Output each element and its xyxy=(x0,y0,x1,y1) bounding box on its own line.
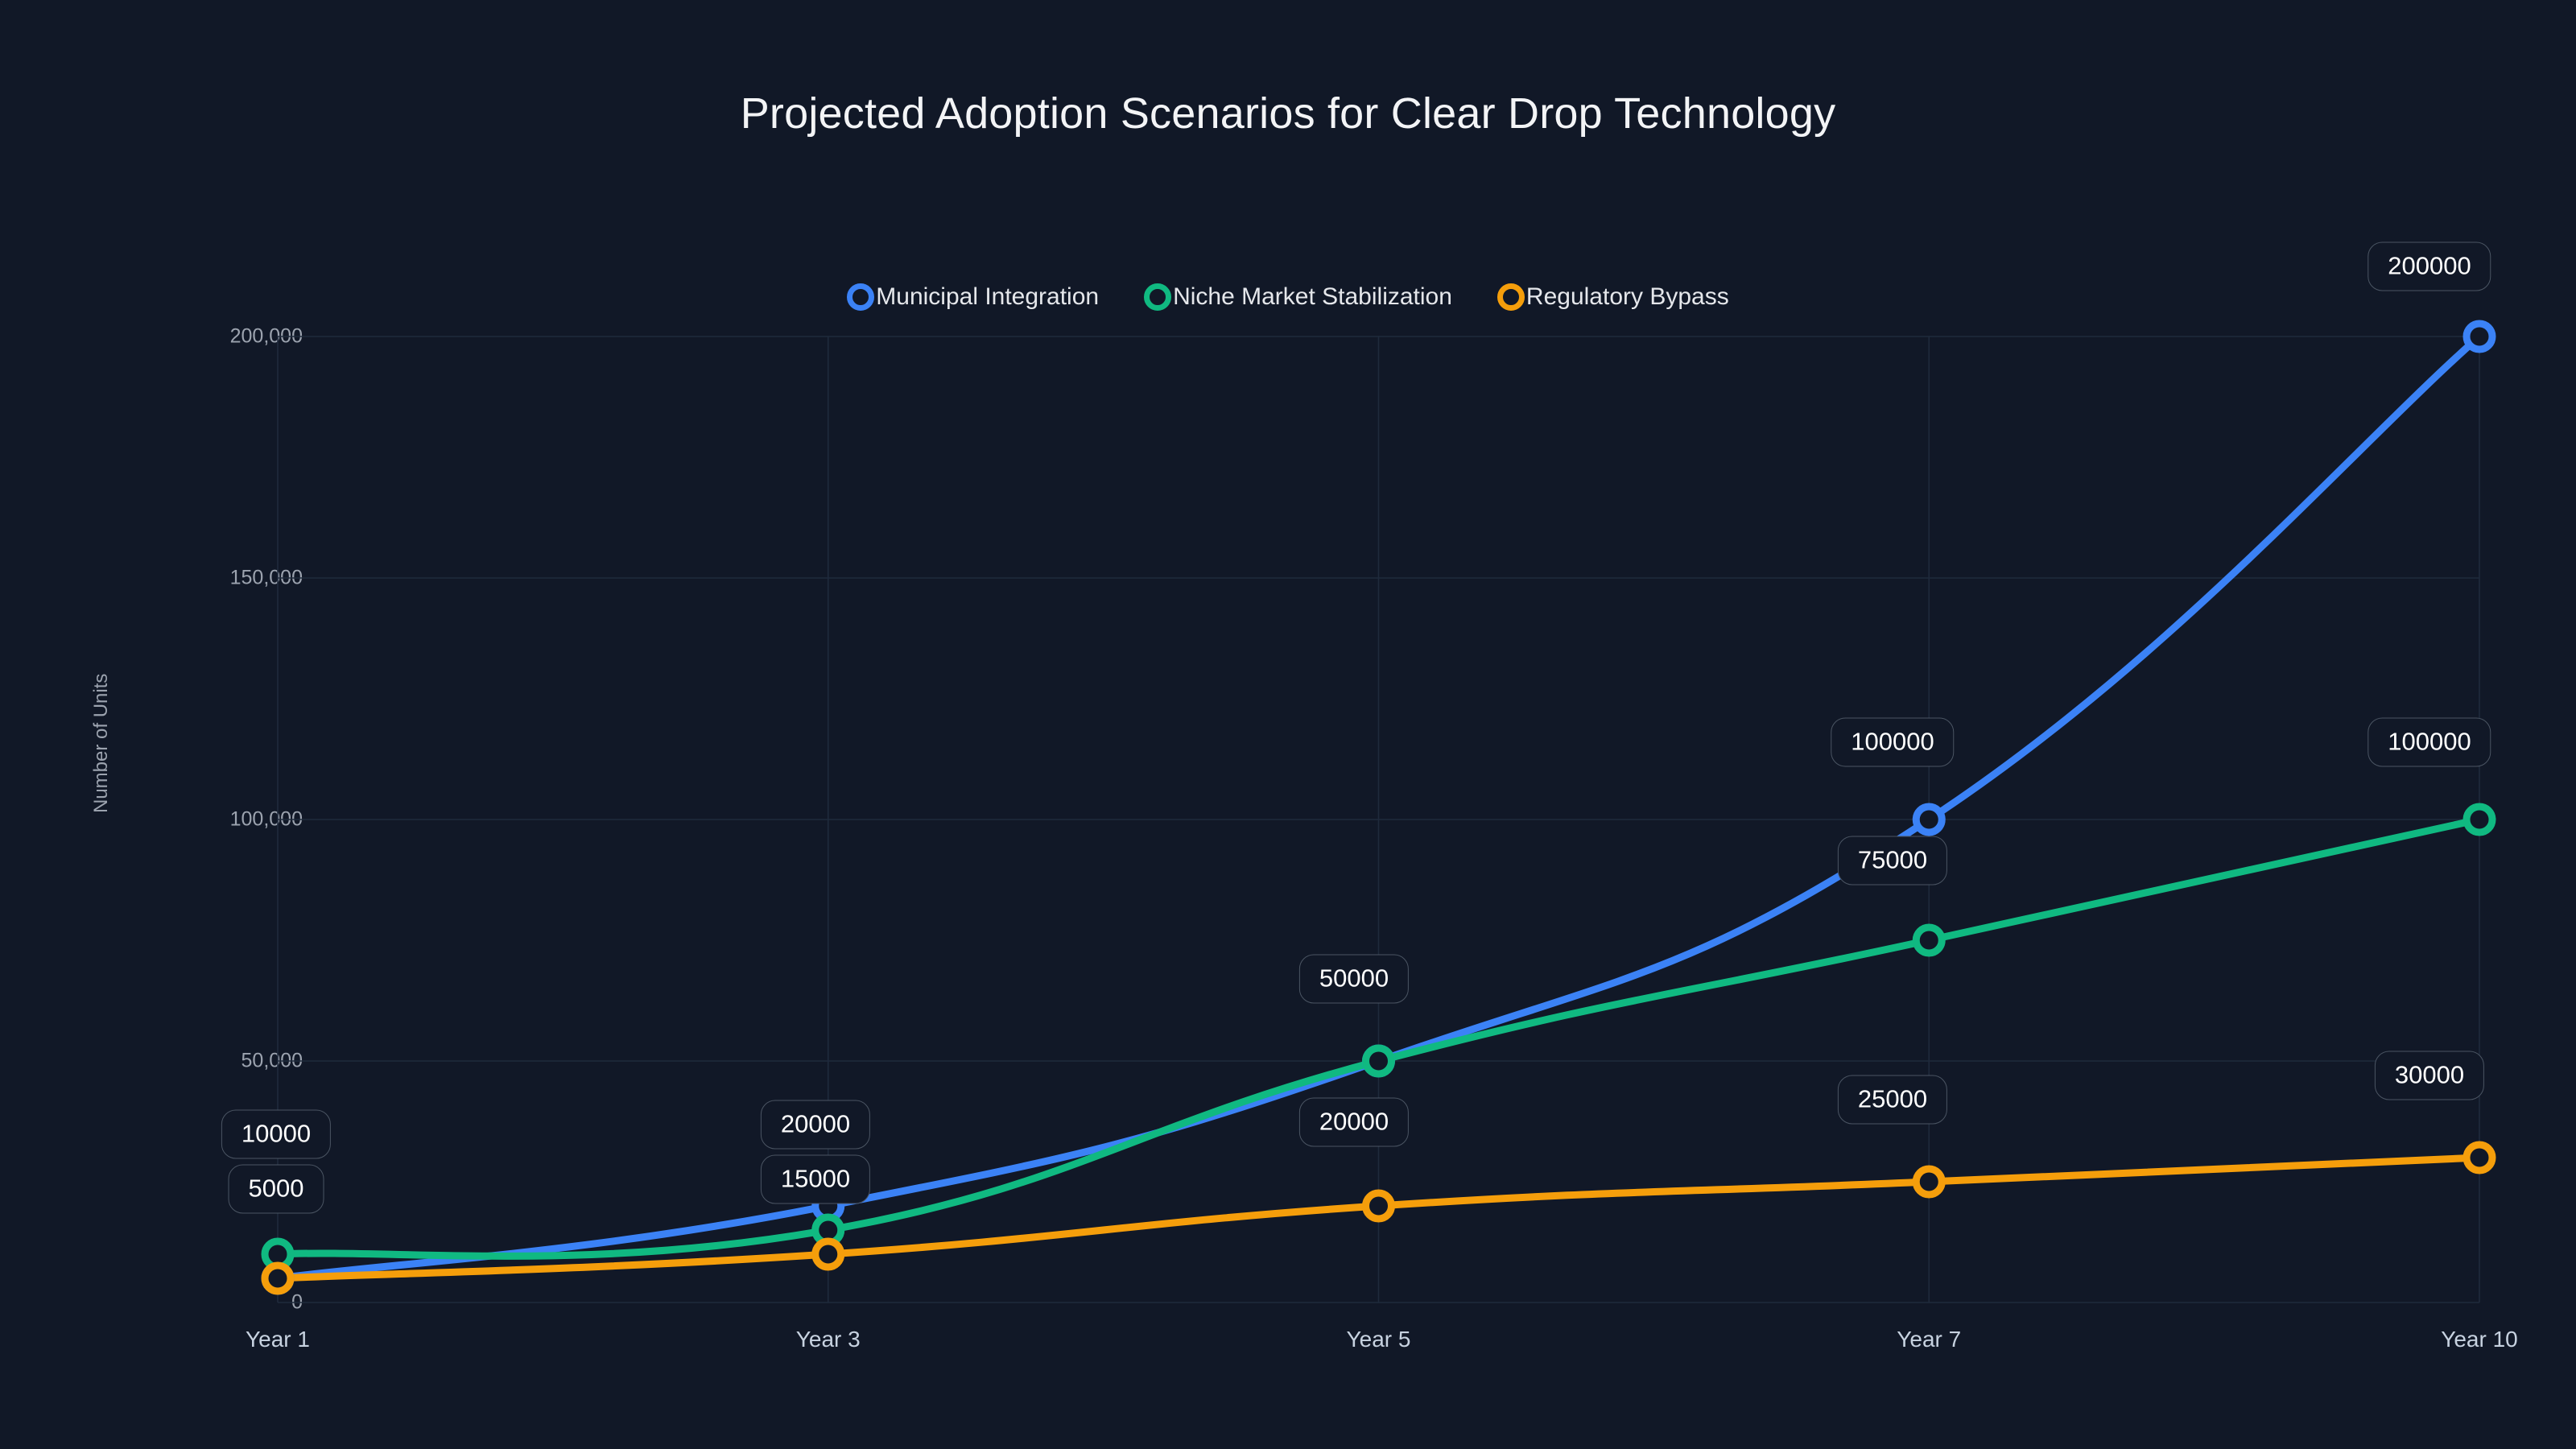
chart-series-layer xyxy=(278,336,2479,1302)
data-point-marker[interactable] xyxy=(265,1265,291,1291)
legend-item-label: Municipal Integration xyxy=(876,283,1100,310)
data-point-value-label: 200000 xyxy=(2368,242,2491,291)
data-point-value-label: 20000 xyxy=(1298,1097,1410,1147)
x-axis-tick-label: Year 1 xyxy=(246,1327,310,1352)
legend-marker-icon xyxy=(1496,283,1525,311)
data-point-marker[interactable] xyxy=(815,1241,841,1267)
data-point-value-label: 100000 xyxy=(2368,717,2491,767)
data-point-marker[interactable] xyxy=(1916,1169,1942,1195)
data-point-marker[interactable] xyxy=(1916,927,1942,953)
data-point-marker[interactable] xyxy=(1916,807,1942,832)
data-point-marker[interactable] xyxy=(2467,807,2492,832)
data-point-value-label: 10000 xyxy=(221,1109,332,1159)
legend-item-1[interactable]: Niche Market Stabilization xyxy=(1144,283,1452,311)
data-point-value-label: 75000 xyxy=(1837,836,1948,886)
data-point-value-label: 100000 xyxy=(1831,717,1955,767)
legend-item-label: Niche Market Stabilization xyxy=(1173,283,1452,310)
x-axis-tick-label: Year 10 xyxy=(2441,1327,2518,1352)
data-point-marker[interactable] xyxy=(1366,1048,1392,1074)
legend-marker-icon xyxy=(1144,283,1172,311)
y-axis-title: Number of Units xyxy=(90,673,112,813)
data-point-value-label: 5000 xyxy=(228,1164,324,1214)
chart-title: Projected Adoption Scenarios for Clear D… xyxy=(740,89,1836,138)
legend-item-label: Regulatory Bypass xyxy=(1525,283,1729,310)
data-point-value-label: 25000 xyxy=(1837,1075,1948,1125)
legend-item-2[interactable]: Regulatory Bypass xyxy=(1496,283,1729,311)
data-point-marker[interactable] xyxy=(1366,1193,1392,1219)
legend-item-0[interactable]: Municipal Integration xyxy=(847,283,1099,311)
data-point-value-label: 20000 xyxy=(760,1100,871,1150)
data-point-marker[interactable] xyxy=(2467,1145,2492,1170)
data-point-value-label: 15000 xyxy=(760,1154,871,1204)
data-point-value-label: 30000 xyxy=(2374,1051,2485,1100)
x-axis-tick-label: Year 5 xyxy=(1346,1327,1411,1352)
legend-marker-icon xyxy=(847,283,875,311)
chart-legend: Municipal Integration Niche Market Stabil… xyxy=(0,283,2576,311)
x-axis-tick-label: Year 3 xyxy=(795,1327,861,1352)
data-point-marker[interactable] xyxy=(2467,324,2492,349)
x-axis-tick-label: Year 7 xyxy=(1897,1327,1962,1352)
data-point-value-label: 50000 xyxy=(1298,954,1410,1004)
plot-area xyxy=(278,336,2479,1302)
